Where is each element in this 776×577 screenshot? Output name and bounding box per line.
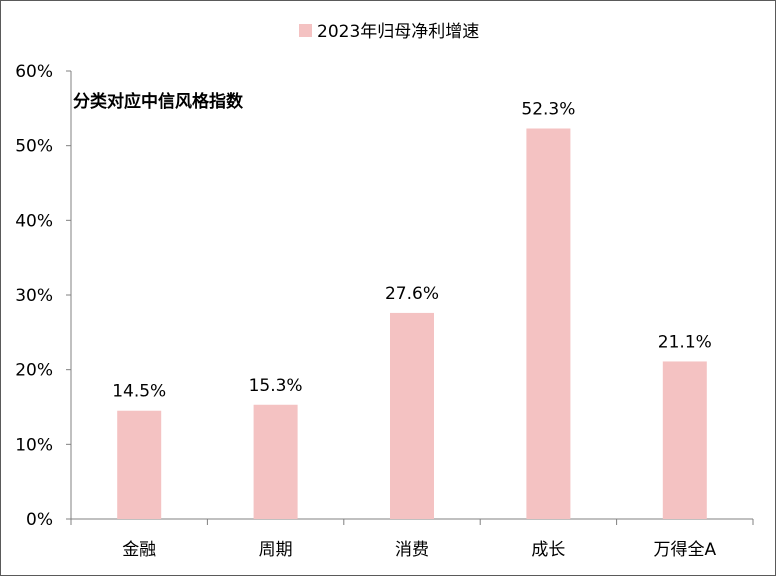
bar (117, 410, 162, 519)
data-label: 14.5% (112, 382, 166, 402)
bar (526, 128, 571, 519)
y-axis: 0% 10% 20% 30% 40% 50% 60% (15, 62, 72, 530)
data-label: 27.6% (385, 284, 439, 304)
data-label: 52.3% (521, 99, 575, 119)
x-tick-label: 万得全A (653, 540, 716, 560)
y-tick-label: 20% (15, 361, 53, 381)
y-tick-label: 30% (15, 286, 53, 306)
y-tick-label: 0% (26, 510, 53, 530)
bar (253, 404, 298, 519)
bars (117, 128, 707, 519)
data-label: 21.1% (658, 332, 712, 352)
legend-swatch (299, 24, 312, 37)
y-tick-label: 60% (15, 62, 53, 82)
bar (662, 361, 707, 519)
y-tick-label: 10% (15, 435, 53, 455)
x-tick-labels: 金融 周期 消费 成长 万得全A (122, 540, 716, 560)
chart-subtitle: 分类对应中信风格指数 (73, 91, 244, 112)
x-axis (70, 518, 754, 525)
x-tick-label: 消费 (395, 540, 429, 560)
data-labels: 14.5% 15.3% 27.6% 52.3% 21.1% (112, 99, 712, 401)
bar (390, 312, 434, 519)
x-tick-label: 成长 (531, 540, 565, 560)
legend-label: 2023年归母净利增速 (317, 22, 479, 42)
legend: 2023年归母净利增速 (299, 22, 479, 42)
data-label: 15.3% (249, 376, 303, 396)
x-tick-label: 周期 (259, 540, 293, 560)
y-tick-label: 50% (15, 137, 53, 157)
y-tick-label: 40% (15, 211, 53, 231)
x-tick-label: 金融 (122, 540, 156, 560)
